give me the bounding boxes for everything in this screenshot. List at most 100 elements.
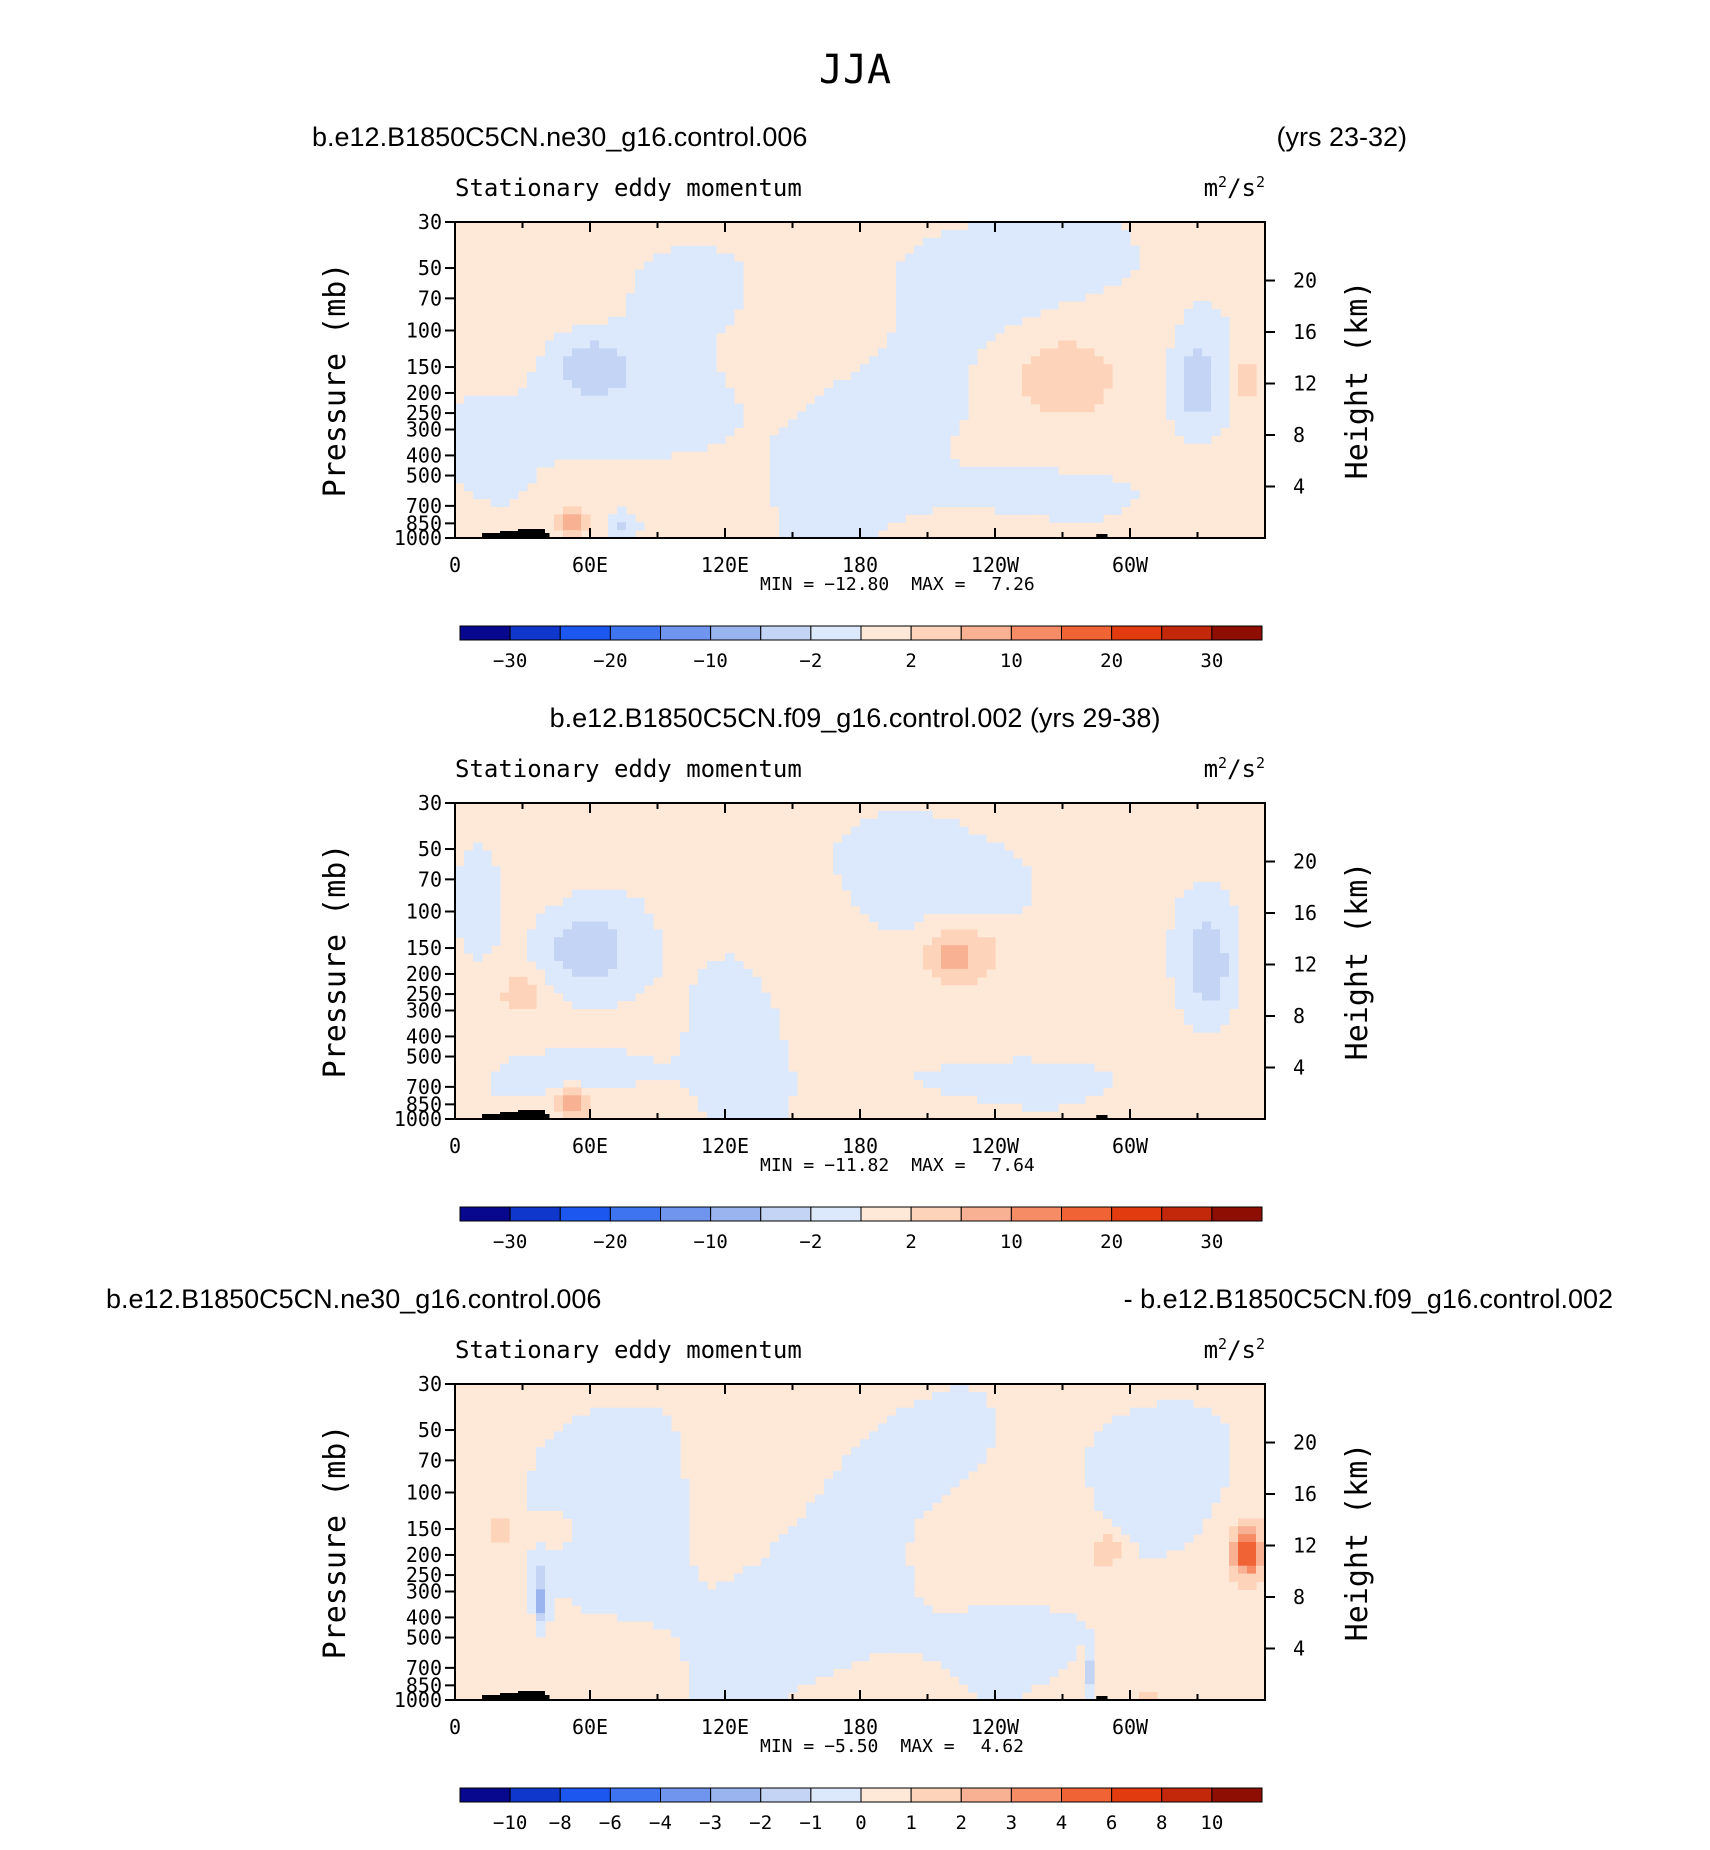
field-cell (689, 261, 699, 270)
field-cell (644, 1510, 654, 1519)
field-cell (725, 301, 735, 310)
field-cell (932, 866, 942, 875)
field-cell (662, 285, 672, 294)
field-cell (662, 1534, 672, 1543)
field-cell (887, 874, 897, 883)
field-cell (563, 411, 573, 421)
field-cell (1175, 1423, 1185, 1432)
field-cell (869, 897, 879, 907)
field-cell (734, 1000, 744, 1009)
field-cell (842, 403, 852, 413)
field-cell (644, 1470, 654, 1480)
field-cell (581, 1055, 591, 1065)
field-cell (617, 395, 627, 405)
field-cell (761, 1621, 771, 1630)
field-cell (1202, 1415, 1212, 1425)
field-cell (536, 435, 546, 444)
field-cell (959, 293, 969, 302)
field-cell (1031, 1613, 1041, 1622)
field-cell (545, 1557, 555, 1567)
field-cell (887, 1557, 897, 1567)
field-cell (626, 308, 636, 318)
field-cell (1076, 261, 1086, 270)
field-cell (1112, 1470, 1122, 1480)
field-cell (653, 1439, 663, 1448)
field-cell (1058, 395, 1068, 405)
field-cell (995, 269, 1005, 278)
field-cell (860, 1597, 870, 1606)
field-cell (464, 459, 474, 468)
field-cell (617, 435, 627, 444)
field-cell (932, 277, 942, 286)
field-cell (716, 1660, 726, 1669)
field-cell (617, 1071, 627, 1081)
field-cell (599, 380, 609, 389)
field-cell (608, 1055, 618, 1065)
field-cell (1202, 380, 1212, 389)
field-cell (1067, 348, 1077, 357)
field-cell (590, 937, 600, 946)
field-cell (1211, 953, 1221, 962)
field-cell (590, 364, 600, 373)
field-cell (797, 466, 807, 476)
field-cell (671, 435, 681, 444)
field-cell (914, 387, 924, 397)
field-cell (662, 364, 672, 373)
field-cell (905, 1644, 915, 1654)
field-cell (1058, 245, 1068, 255)
field-cell (653, 1510, 663, 1519)
field-cell (761, 1692, 771, 1700)
field-cell (707, 308, 717, 318)
field-cell (662, 411, 672, 421)
field-cell (986, 1407, 996, 1417)
field-cell (698, 332, 708, 342)
field-cell (698, 1024, 708, 1033)
field-cell (662, 269, 672, 278)
field-cell (932, 474, 942, 484)
field-cell (1022, 380, 1032, 389)
field-cell (743, 1597, 753, 1606)
field-cell (950, 1613, 960, 1622)
field-cell (896, 1447, 906, 1456)
field-cell (635, 1478, 645, 1488)
field-cell (833, 1628, 843, 1638)
field-cell (608, 380, 618, 389)
field-cell (986, 466, 996, 476)
field-cell (536, 929, 546, 938)
field-cell (1004, 858, 1014, 867)
field-cell (1247, 1565, 1257, 1575)
field-cell (725, 1040, 735, 1049)
field-cell (1139, 1423, 1149, 1432)
field-cell (941, 316, 951, 326)
field-cell (581, 364, 591, 373)
field-cell (851, 1510, 861, 1519)
field-cell (635, 301, 645, 310)
field-cell (707, 992, 717, 1002)
field-cell (590, 1063, 600, 1073)
field-cell (869, 451, 879, 460)
field-cell (833, 443, 843, 452)
field-cell (1049, 237, 1059, 247)
field-cell (887, 858, 897, 867)
field-cell (1022, 1063, 1032, 1073)
field-cell (1067, 222, 1077, 231)
field-cell (1166, 1486, 1176, 1496)
field-cell (1022, 245, 1032, 255)
field-cell (815, 1573, 825, 1583)
field-cell (617, 380, 627, 389)
field-cell (698, 1047, 708, 1057)
field-cell (617, 1526, 627, 1535)
field-cell (896, 427, 906, 436)
field-cell (869, 419, 879, 428)
field-cell (941, 1415, 951, 1425)
pressure-tick-label: 200 (406, 381, 442, 405)
field-cell (554, 1079, 564, 1088)
field-cell (1013, 1684, 1023, 1693)
field-cell (464, 921, 474, 930)
field-cell (1175, 1000, 1185, 1009)
field-cell (1076, 222, 1086, 231)
field-cell (887, 1463, 897, 1472)
field-cell (707, 1692, 717, 1700)
field-cell (1067, 1087, 1077, 1096)
field-cell (455, 443, 465, 452)
